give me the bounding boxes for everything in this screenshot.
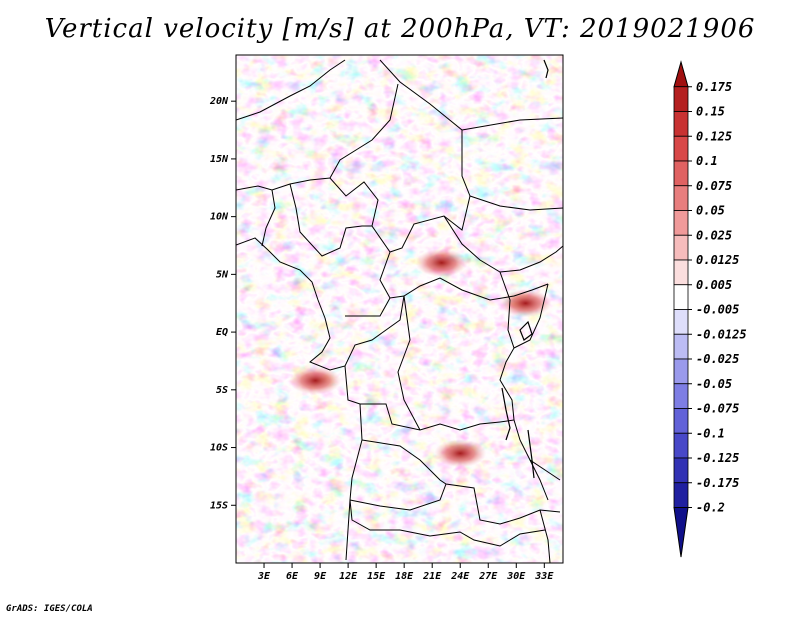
lon-tick-label: 3E bbox=[257, 571, 271, 582]
colorbar-label: -0.175 bbox=[696, 476, 739, 490]
colorbar-swatch bbox=[673, 86, 689, 112]
lat-tick-label: 10N bbox=[210, 212, 229, 223]
colorbar-swatch bbox=[673, 383, 689, 409]
colorbar-swatch bbox=[673, 432, 689, 459]
colorbar-label: 0.15 bbox=[696, 105, 725, 119]
colorbar-label: -0.1 bbox=[696, 426, 725, 440]
colorbar-swatch bbox=[673, 210, 689, 236]
field-layer bbox=[236, 55, 563, 563]
colorbar-swatch bbox=[673, 333, 689, 360]
colorbar-swatch bbox=[673, 309, 689, 335]
colorbar-label: 0.125 bbox=[696, 129, 732, 143]
colorbar-label: -0.05 bbox=[696, 377, 732, 391]
colorbar-swatch bbox=[673, 111, 689, 137]
lat-tick-label: 15N bbox=[210, 154, 229, 165]
colorbar-swatch bbox=[673, 457, 689, 484]
colorbar-swatch bbox=[673, 284, 689, 310]
colorbar: 0.175 0.15 0.125 0.1 0.075 0.05 0.025 0.0125 0.0… bbox=[673, 60, 747, 558]
strong-ascent-zambia-hotspot bbox=[434, 439, 487, 468]
colorbar-label: -0.005 bbox=[696, 303, 739, 317]
colorbar-label: -0.2 bbox=[696, 501, 725, 515]
lat-tick-label: 5S bbox=[216, 385, 228, 396]
lat-tick-label: 20N bbox=[209, 96, 229, 107]
colorbar-swatch bbox=[673, 408, 689, 434]
lon-tick-label: 24E bbox=[450, 571, 470, 582]
map-frame bbox=[235, 54, 564, 564]
colorbar-label: 0.005 bbox=[696, 278, 732, 292]
colorbar-label: 0.05 bbox=[696, 204, 725, 218]
lon-tick-label: 30E bbox=[506, 571, 526, 582]
lon-tick-label: 21E bbox=[422, 571, 442, 582]
colorbar-bottom-arrow bbox=[673, 507, 689, 558]
colorbar-swatch bbox=[673, 482, 689, 508]
colorbar-swatch bbox=[673, 358, 689, 385]
lon-tick-label: 18E bbox=[395, 571, 414, 582]
lakes bbox=[501, 59, 549, 479]
lon-tick-label: 9E bbox=[314, 571, 327, 582]
colorbar-label: 0.075 bbox=[696, 179, 732, 193]
map-axes: 20N 15N 10N 5N EQ 5S 10S 15S 3E 6E 9E 12E 15E 18E 21E 2… bbox=[209, 96, 554, 582]
colorbar-swatch bbox=[673, 135, 689, 162]
map-title: Vertical velocity [m/s] at 200hPa, VT: 2… bbox=[44, 14, 756, 44]
colorbar-label: -0.025 bbox=[696, 352, 739, 366]
lat-tick-label: 10S bbox=[210, 443, 228, 454]
lat-tick-label: 5N bbox=[216, 269, 229, 280]
strong-ascent-congo-coast-hotspot bbox=[289, 366, 342, 395]
colorbar-top-arrow bbox=[673, 60, 689, 88]
ascent-band-south-sudan-hotspot bbox=[415, 248, 468, 277]
grads-credit: GrADS: IGES/COLA bbox=[6, 604, 93, 614]
colorbar-label: 0.025 bbox=[696, 228, 732, 242]
colorbar-swatch bbox=[673, 160, 689, 187]
colorbar-label: -0.0125 bbox=[696, 327, 747, 341]
colorbar-label: 0.0125 bbox=[696, 253, 739, 267]
lon-tick-label: 12E bbox=[339, 571, 358, 582]
lon-tick-label: 6E bbox=[286, 571, 299, 582]
colorbar-label: -0.125 bbox=[696, 451, 739, 465]
colorbar-swatch bbox=[673, 234, 689, 261]
lon-tick-label: 27E bbox=[478, 571, 498, 582]
colorbar-label: 0.1 bbox=[696, 154, 718, 168]
colorbar-label: 0.175 bbox=[696, 80, 732, 94]
lat-tick-label: EQ bbox=[216, 327, 228, 338]
colorbar-label: -0.075 bbox=[696, 402, 739, 416]
lat-tick-label: 15S bbox=[210, 500, 228, 511]
colorbar-swatch bbox=[673, 259, 689, 286]
colorbar-swatch bbox=[673, 185, 689, 211]
lon-tick-label: 15E bbox=[367, 571, 386, 582]
ascent-hotspots bbox=[289, 248, 552, 468]
lon-tick-label: 33E bbox=[534, 571, 554, 582]
